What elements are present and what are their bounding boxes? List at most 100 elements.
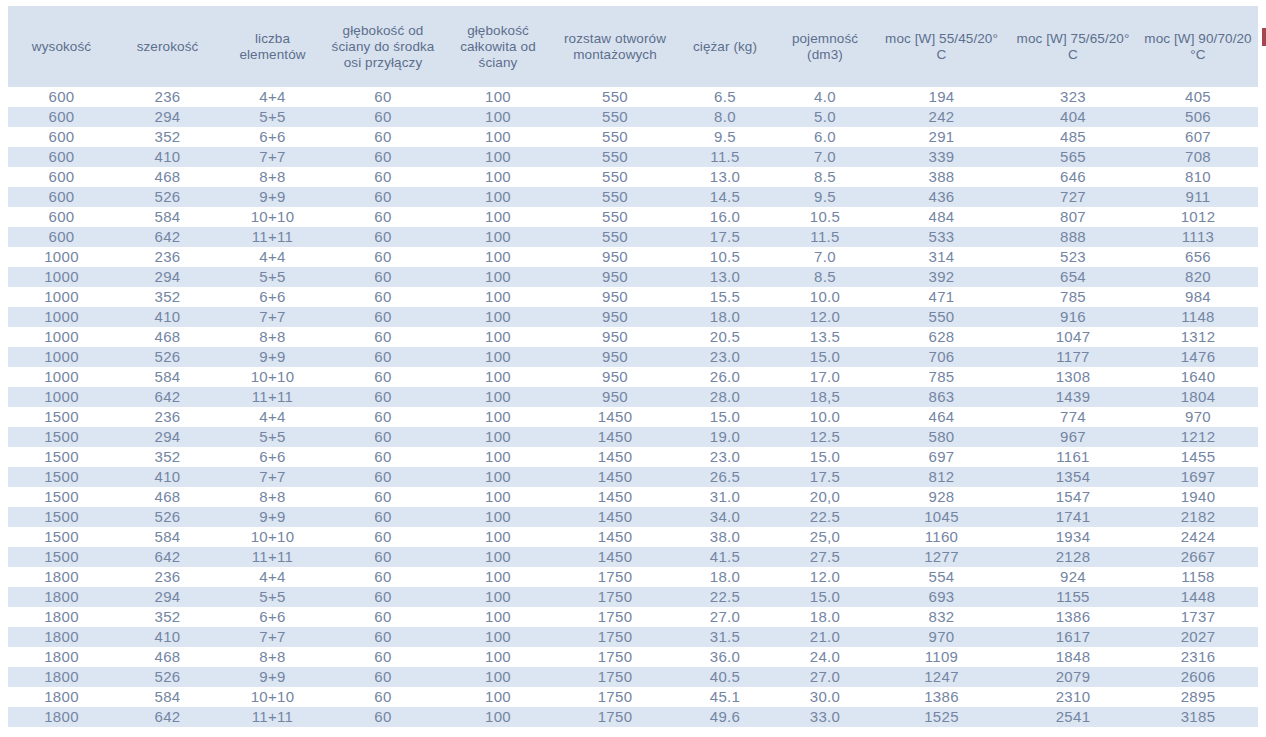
col-header-moc-75-65-20: moc [W] 75/65/20° C — [1008, 6, 1138, 87]
table-cell: 600 — [8, 167, 115, 187]
table-cell: 1000 — [8, 287, 115, 307]
table-cell: 60 — [325, 287, 441, 307]
table-cell: 2310 — [1008, 687, 1138, 707]
table-cell: 60 — [325, 487, 441, 507]
table-cell: 642 — [115, 387, 220, 407]
table-cell: 950 — [555, 367, 675, 387]
table-cell: 100 — [441, 687, 555, 707]
table-cell: 970 — [875, 627, 1008, 647]
table-cell: 584 — [115, 527, 220, 547]
table-cell: 18.0 — [775, 607, 875, 627]
table-row: 180064211+1160100175049.633.015252541318… — [8, 707, 1258, 727]
table-cell: 60 — [325, 427, 441, 447]
table-cell: 600 — [8, 227, 115, 247]
table-cell: 1354 — [1008, 467, 1138, 487]
table-cell: 100 — [441, 267, 555, 287]
table-cell: 5+5 — [220, 267, 325, 287]
page: wysokość szerokość liczba elementów głęb… — [0, 0, 1266, 737]
table-cell: 642 — [115, 547, 220, 567]
table-cell: 506 — [1138, 107, 1258, 127]
col-header-ciezar: ciężar (kg) — [675, 6, 775, 87]
table-cell: 7+7 — [220, 627, 325, 647]
table-cell: 31.0 — [675, 487, 775, 507]
table-cell: 242 — [875, 107, 1008, 127]
table-cell: 60 — [325, 467, 441, 487]
table-cell: 832 — [875, 607, 1008, 627]
table-cell: 13.5 — [775, 327, 875, 347]
table-cell: 1212 — [1138, 427, 1258, 447]
table-row: 60058410+106010055016.010.54848071012 — [8, 207, 1258, 227]
table-cell: 550 — [555, 187, 675, 207]
table-cell: 1804 — [1138, 387, 1258, 407]
table-cell: 38.0 — [675, 527, 775, 547]
table-cell: 1697 — [1138, 467, 1258, 487]
table-cell: 60 — [325, 207, 441, 227]
table-cell: 13.0 — [675, 267, 775, 287]
table-cell: 526 — [115, 507, 220, 527]
table-cell: 12.5 — [775, 427, 875, 447]
table-cell: 1800 — [8, 627, 115, 647]
table-cell: 100 — [441, 247, 555, 267]
table-body: 6002364+4601005506.54.01943234056002945+… — [8, 87, 1258, 727]
table-cell: 60 — [325, 447, 441, 467]
table-cell: 1148 — [1138, 307, 1258, 327]
table-cell: 1000 — [8, 267, 115, 287]
table-cell: 1500 — [8, 427, 115, 447]
table-cell: 100 — [441, 187, 555, 207]
table-cell: 642 — [115, 707, 220, 727]
table-cell: 697 — [875, 447, 1008, 467]
table-cell: 194 — [875, 87, 1008, 107]
table-cell: 1455 — [1138, 447, 1258, 467]
table-cell: 10+10 — [220, 367, 325, 387]
table-cell: 1312 — [1138, 327, 1258, 347]
table-cell: 21.0 — [775, 627, 875, 647]
table-cell: 468 — [115, 167, 220, 187]
table-cell: 5.0 — [775, 107, 875, 127]
table-cell: 60 — [325, 647, 441, 667]
table-cell: 100 — [441, 607, 555, 627]
table-cell: 1476 — [1138, 347, 1258, 367]
table-cell: 22.5 — [675, 587, 775, 607]
table-cell: 550 — [555, 107, 675, 127]
table-cell: 1439 — [1008, 387, 1138, 407]
table-cell: 468 — [115, 647, 220, 667]
table-row: 15002945+560100145019.012.55809671212 — [8, 427, 1258, 447]
table-cell: 550 — [555, 147, 675, 167]
table-cell: 100 — [441, 347, 555, 367]
table-cell: 436 — [875, 187, 1008, 207]
table-cell: 1500 — [8, 547, 115, 567]
table-row: 10002945+56010095013.08.5392654820 — [8, 267, 1258, 287]
table-cell: 352 — [115, 127, 220, 147]
table-cell: 323 — [1008, 87, 1138, 107]
table-cell: 8+8 — [220, 647, 325, 667]
table-cell: 60 — [325, 387, 441, 407]
table-cell: 1800 — [8, 647, 115, 667]
table-cell: 1450 — [555, 487, 675, 507]
table-cell: 1450 — [555, 447, 675, 467]
table-cell: 314 — [875, 247, 1008, 267]
table-cell: 60 — [325, 667, 441, 687]
table-cell: 19.0 — [675, 427, 775, 447]
table-cell: 15.0 — [775, 347, 875, 367]
table-cell: 294 — [115, 427, 220, 447]
table-cell: 60 — [325, 327, 441, 347]
table-row: 6002945+5601005508.05.0242404506 — [8, 107, 1258, 127]
table-cell: 485 — [1008, 127, 1138, 147]
table-cell: 642 — [115, 227, 220, 247]
table-cell: 392 — [875, 267, 1008, 287]
table-cell: 100 — [441, 107, 555, 127]
table-row: 180058410+1060100175045.130.013862310289… — [8, 687, 1258, 707]
table-cell: 31.5 — [675, 627, 775, 647]
table-cell: 294 — [115, 107, 220, 127]
table-cell: 28.0 — [675, 387, 775, 407]
table-cell: 7.0 — [775, 147, 875, 167]
table-cell: 600 — [8, 87, 115, 107]
table-cell: 523 — [1008, 247, 1138, 267]
table-cell: 1158 — [1138, 567, 1258, 587]
table-row: 10004107+76010095018.012.05509161148 — [8, 307, 1258, 327]
table-cell: 1800 — [8, 687, 115, 707]
table-cell: 15.5 — [675, 287, 775, 307]
table-cell: 60 — [325, 167, 441, 187]
table-cell: 9.5 — [775, 187, 875, 207]
table-cell: 1277 — [875, 547, 1008, 567]
